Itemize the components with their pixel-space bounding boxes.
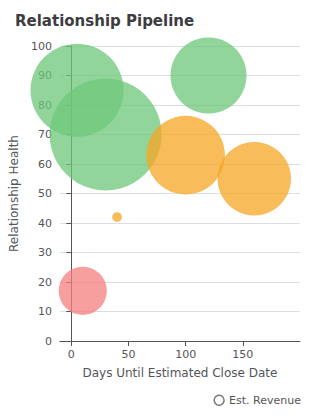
svg-text:100: 100 (175, 348, 196, 361)
svg-text:Est. Revenue: Est. Revenue (229, 394, 301, 407)
svg-text:70: 70 (37, 128, 52, 141)
svg-text:50: 50 (121, 348, 135, 361)
svg-text:Days Until Estimated Close Dat: Days Until Estimated Close Date (82, 366, 277, 380)
svg-text:50: 50 (38, 187, 52, 200)
svg-text:Relationship Pipeline: Relationship Pipeline (15, 12, 194, 30)
svg-text:150: 150 (232, 348, 253, 361)
svg-text:30: 30 (38, 246, 52, 259)
svg-text:20: 20 (38, 276, 52, 289)
svg-text:40: 40 (38, 217, 52, 230)
svg-text:100: 100 (31, 40, 52, 53)
svg-text:60: 60 (38, 158, 52, 171)
svg-text:10: 10 (38, 305, 52, 318)
svg-text:0: 0 (45, 335, 52, 348)
svg-text:Relationship Health: Relationship Health (7, 135, 21, 252)
svg-text:0: 0 (68, 348, 75, 361)
